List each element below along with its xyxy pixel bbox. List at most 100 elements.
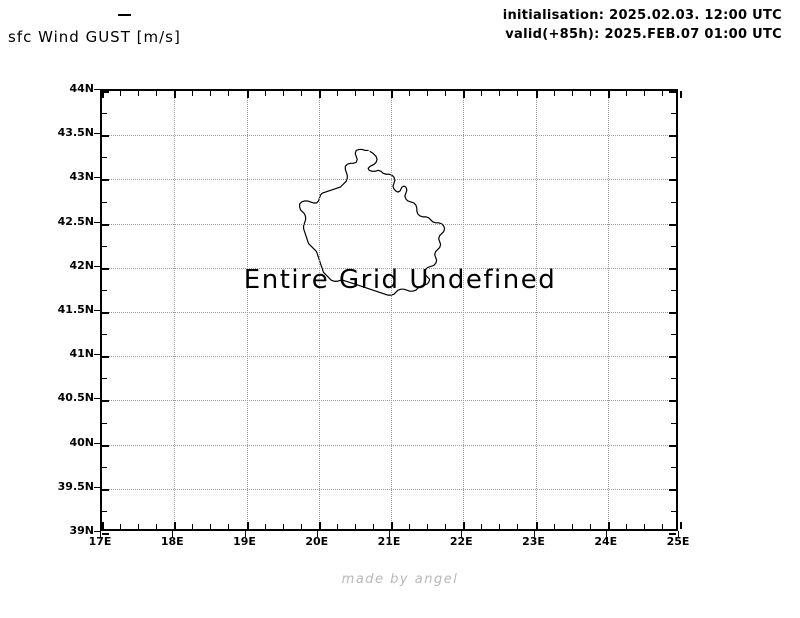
x-tick-mark — [244, 531, 246, 537]
axis-tick-left — [102, 113, 107, 115]
axis-tick-top — [138, 91, 140, 96]
axis-tick-top — [553, 91, 555, 96]
y-tick-mark — [94, 354, 100, 356]
axis-tick-top — [463, 91, 466, 98]
axis-tick-bottom — [318, 522, 321, 529]
gridline-vertical — [391, 91, 392, 529]
axis-tick-left — [102, 91, 109, 93]
footer-credit: made by angel — [341, 572, 459, 587]
axis-tick-top — [300, 91, 302, 96]
gridline-horizontal — [102, 444, 676, 446]
axis-tick-bottom — [499, 524, 501, 529]
x-axis-label: 22E — [449, 535, 473, 548]
x-axis-label: 25E — [666, 535, 690, 548]
axis-tick-top — [336, 91, 338, 96]
axis-tick-left — [102, 135, 109, 138]
x-axis-label: 21E — [377, 535, 401, 548]
axis-tick-bottom — [625, 524, 627, 529]
axis-tick-top — [571, 91, 573, 96]
axis-tick-left — [102, 267, 109, 270]
gridline-vertical — [463, 91, 465, 529]
x-tick-mark — [172, 531, 174, 537]
axis-tick-top — [264, 91, 266, 96]
axis-tick-right — [671, 378, 676, 380]
axis-tick-top — [282, 91, 284, 96]
y-tick-mark — [94, 398, 100, 400]
gridline-vertical — [535, 91, 537, 529]
axis-tick-right — [669, 267, 676, 270]
x-tick-mark — [100, 531, 101, 537]
forecast-metadata: initialisation: 2025.02.03. 12:00 UTC va… — [503, 6, 782, 44]
gridline-vertical — [607, 91, 609, 529]
axis-tick-bottom — [643, 524, 645, 529]
y-axis-label: 40.5N — [57, 391, 94, 405]
y-tick-mark — [94, 133, 100, 135]
axis-tick-left — [102, 422, 107, 424]
axis-tick-right — [669, 91, 676, 93]
x-tick-mark — [678, 531, 679, 537]
axis-tick-bottom — [607, 522, 610, 529]
axis-tick-bottom — [336, 524, 338, 529]
x-axis-label: 24E — [594, 535, 618, 548]
axis-tick-top — [156, 91, 158, 96]
axis-tick-top — [499, 91, 501, 96]
axis-tick-bottom — [661, 524, 663, 529]
y-tick-mark — [94, 221, 100, 223]
valid-time: valid(+85h): 2025.FEB.07 01:00 UTC — [505, 27, 782, 42]
axis-tick-bottom — [210, 524, 212, 529]
x-axis-label: 23E — [522, 535, 545, 548]
y-axis-label: 44N — [69, 82, 94, 95]
axis-tick-top — [391, 91, 393, 98]
axis-tick-bottom — [192, 524, 194, 529]
axis-tick-bottom — [174, 522, 177, 529]
y-axis-label: 43.5N — [57, 126, 94, 140]
y-axis-label: 39.5N — [57, 479, 94, 493]
axis-tick-bottom — [445, 524, 447, 529]
map-plot-area — [100, 89, 682, 535]
axis-tick-left — [102, 201, 107, 203]
axis-tick-top — [643, 91, 645, 96]
x-tick-mark — [533, 531, 535, 537]
axis-tick-right — [669, 312, 676, 314]
gridline-vertical — [174, 91, 176, 529]
gridline-horizontal — [102, 135, 676, 137]
axis-tick-left — [102, 245, 107, 247]
x-tick-mark — [605, 531, 607, 537]
axis-tick-left — [102, 378, 107, 380]
gridline-horizontal — [102, 488, 676, 490]
y-axis-label: 41N — [69, 347, 94, 361]
axis-tick-left — [102, 356, 109, 359]
axis-tick-top — [607, 91, 610, 98]
axis-tick-left — [102, 533, 109, 535]
y-tick-mark — [94, 265, 100, 267]
axis-tick-bottom — [300, 524, 302, 529]
axis-tick-bottom — [535, 522, 538, 529]
axis-tick-top — [354, 91, 356, 96]
axis-tick-right — [671, 245, 676, 247]
axis-tick-top — [680, 91, 682, 98]
y-axis-label: 43N — [69, 170, 94, 184]
x-tick-mark — [389, 531, 390, 537]
axis-tick-bottom — [571, 524, 573, 529]
axis-tick-top — [102, 91, 104, 98]
x-axis-label: 20E — [305, 535, 329, 548]
axis-tick-right — [671, 334, 676, 336]
y-tick-mark — [94, 177, 100, 179]
axis-tick-bottom — [391, 522, 393, 529]
gridline-horizontal — [102, 267, 676, 269]
axis-tick-bottom — [246, 522, 249, 529]
gridline-horizontal — [102, 223, 676, 225]
axis-tick-right — [669, 223, 676, 226]
axis-tick-left — [102, 488, 109, 491]
axis-tick-left — [102, 157, 107, 159]
axis-tick-bottom — [156, 524, 158, 529]
gridline-horizontal — [102, 356, 676, 358]
axis-tick-bottom — [354, 524, 356, 529]
axis-tick-left — [102, 466, 107, 468]
axis-tick-left — [102, 334, 107, 336]
axis-tick-top — [427, 91, 429, 96]
gridline-horizontal — [102, 400, 676, 402]
axis-tick-bottom — [264, 524, 266, 529]
axis-tick-top — [318, 91, 321, 98]
title-overbar-mark — [118, 14, 131, 16]
